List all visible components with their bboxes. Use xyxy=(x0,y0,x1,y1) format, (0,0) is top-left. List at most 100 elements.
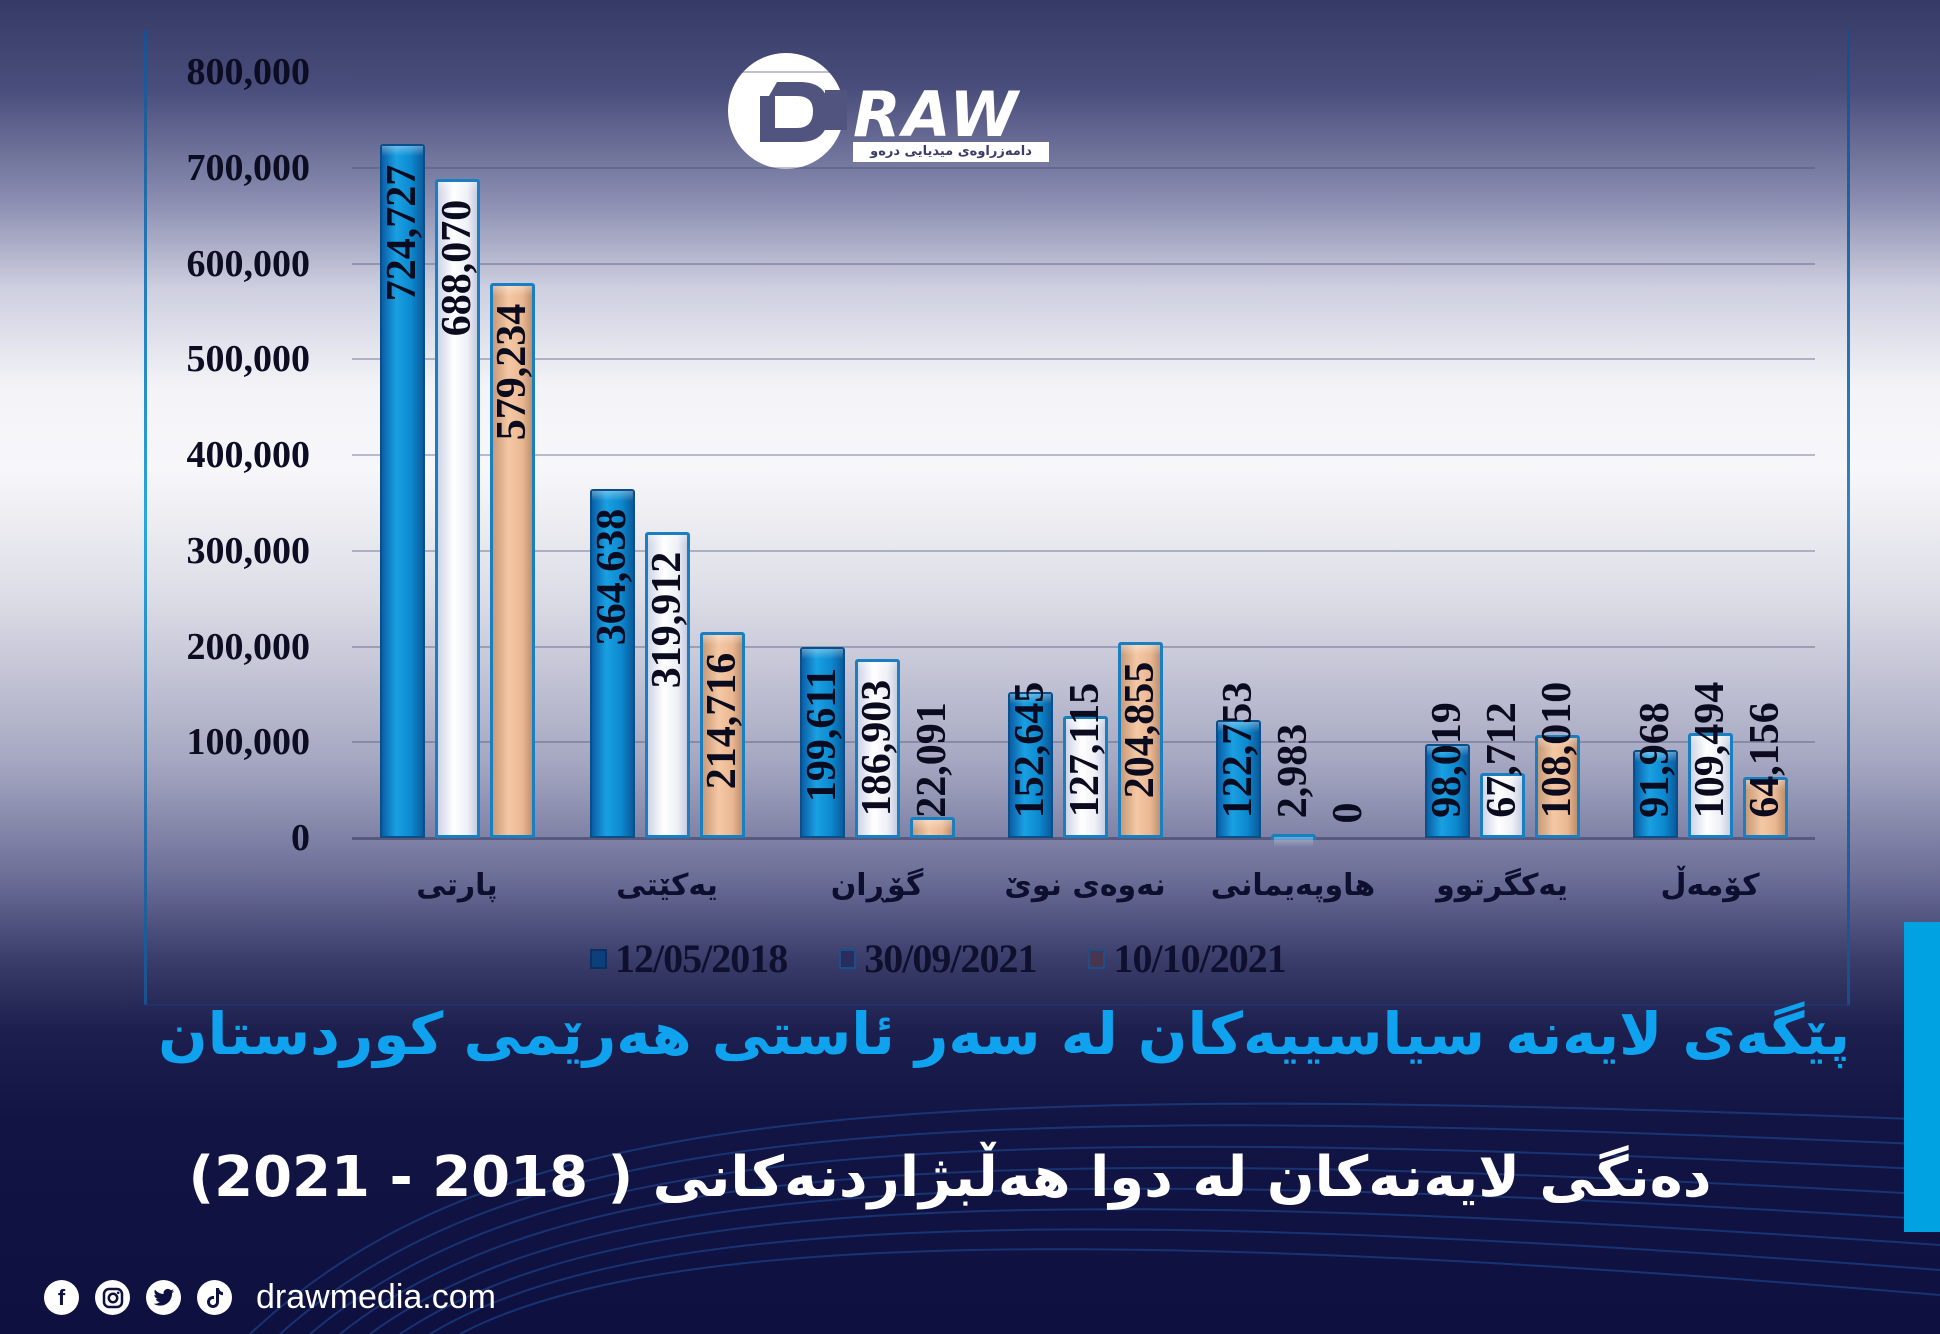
bar-highlight xyxy=(1273,837,1313,847)
data-label: 186,903 xyxy=(854,679,900,816)
data-label: 579,234 xyxy=(489,303,535,441)
legend-item-2018: 12/05/2018 xyxy=(590,935,788,982)
data-label: 127,115 xyxy=(1062,682,1108,817)
accent-bar xyxy=(1904,922,1940,1232)
bar-highlight xyxy=(1065,719,1105,730)
bar xyxy=(379,144,425,838)
bar xyxy=(489,283,535,838)
bar-highlight xyxy=(1426,746,1468,757)
bar-highlight xyxy=(437,182,477,193)
bar-highlight xyxy=(912,819,952,830)
draw-logo: RAW دامەزراوەی میدیایی درەو xyxy=(725,50,1065,180)
x-axis-category-label: یەکێتی xyxy=(616,868,718,903)
data-label: 67,712 xyxy=(1479,702,1525,818)
bar xyxy=(1687,733,1733,838)
bar-highlight xyxy=(1537,737,1577,748)
data-label: 0 xyxy=(1325,802,1371,823)
bar xyxy=(1270,834,1316,847)
y-axis-tick-label: 800,000 xyxy=(186,51,311,93)
data-label: 22,091 xyxy=(909,702,955,818)
footer: f drawmedia.com xyxy=(44,1278,496,1317)
bar-highlight xyxy=(647,534,687,545)
bar-highlight xyxy=(591,490,633,501)
bar-highlight xyxy=(1009,693,1051,704)
legend-label: 12/05/2018 xyxy=(615,936,788,981)
bar xyxy=(699,632,745,838)
data-label: 109,494 xyxy=(1687,681,1733,818)
y-axis-tick-label: 200,000 xyxy=(186,625,311,668)
logo-tagline: دامەزراوەی میدیایی درەو xyxy=(853,142,1049,162)
bar-highlight xyxy=(1690,736,1730,747)
bar-highlight xyxy=(1217,722,1259,733)
draw-d-icon xyxy=(728,53,847,169)
gridline xyxy=(352,645,1815,648)
decorative-waves xyxy=(249,1102,1940,1334)
data-label: 199,611 xyxy=(799,668,845,803)
x-axis-category-label: پارتی xyxy=(416,868,498,903)
gridline xyxy=(352,166,1815,169)
bar xyxy=(1479,773,1525,838)
x-axis-category-label: یەکگرتوو xyxy=(1436,868,1568,903)
chart-frame-left xyxy=(144,30,147,1005)
data-label: 108,010 xyxy=(1534,681,1580,818)
x-axis-category-label: کۆمەڵ xyxy=(1660,868,1760,903)
gridline xyxy=(352,454,1815,456)
legend-swatch-white xyxy=(839,948,857,969)
bar xyxy=(854,659,900,838)
bar xyxy=(1215,720,1261,838)
chart-title: پێگەی لایەنە سیاسییەکان لە سەر ئاستی هەر… xyxy=(158,1000,1850,1068)
data-label: 122,753 xyxy=(1215,681,1261,818)
bar xyxy=(1632,749,1678,838)
bar xyxy=(1062,716,1108,838)
gridline xyxy=(352,71,1815,73)
legend-item-2021-oct: 10/10/2021 xyxy=(1088,935,1287,982)
y-axis-tick-label: 400,000 xyxy=(186,434,311,476)
bar-highlight xyxy=(857,662,897,673)
data-label: 91,968 xyxy=(1632,702,1678,818)
tiktok-icon[interactable] xyxy=(197,1280,232,1315)
data-label: 688,070 xyxy=(434,199,480,336)
facebook-icon[interactable]: f xyxy=(44,1280,79,1315)
y-axis-tick-label: 300,000 xyxy=(186,529,311,572)
chart-subtitle: دەنگی لایەنەکان لە دوا هەڵبژاردنەکانی ( … xyxy=(188,1145,1712,1210)
bar xyxy=(1424,744,1470,838)
gridline xyxy=(352,358,1815,361)
y-axis-tick-label: 600,000 xyxy=(186,242,311,285)
bar-highlight xyxy=(801,648,843,659)
x-axis-category-label: نەوەی نوێ xyxy=(1004,868,1166,903)
data-label: 152,645 xyxy=(1007,681,1053,818)
y-axis-tick-label: 500,000 xyxy=(186,338,311,381)
bar xyxy=(1007,691,1053,838)
legend-label: 30/09/2021 xyxy=(864,936,1037,981)
data-label: 64,156 xyxy=(1742,702,1788,818)
data-label: 204,855 xyxy=(1117,662,1163,799)
bar-highlight xyxy=(492,286,532,297)
y-axis-tick-label: 700,000 xyxy=(186,146,311,189)
x-axis-line xyxy=(352,837,1815,840)
bar xyxy=(909,816,955,838)
logo-wordmark: RAW xyxy=(853,78,1020,151)
chart-legend: 12/05/2018 30/09/2021 10/10/2021 xyxy=(590,935,1287,982)
bar xyxy=(1742,776,1788,838)
bar-highlight xyxy=(1745,779,1785,790)
y-axis-tick-label: 0 xyxy=(291,817,310,859)
legend-item-2021-sep: 30/09/2021 xyxy=(839,935,1037,982)
bar-highlight xyxy=(1634,751,1676,762)
chart-frame-right xyxy=(1847,28,1850,1006)
bar xyxy=(1117,641,1163,838)
data-label: 364,638 xyxy=(589,509,635,646)
bar-highlight xyxy=(381,146,423,157)
instagram-icon[interactable] xyxy=(95,1280,130,1315)
legend-swatch-peach xyxy=(1088,948,1106,969)
x-axis-category-label: هاوپەیمانی xyxy=(1210,868,1376,903)
website-link[interactable]: drawmedia.com xyxy=(256,1278,496,1316)
twitter-icon[interactable] xyxy=(146,1280,181,1315)
bar xyxy=(434,179,480,838)
data-label: 2,983 xyxy=(1270,723,1316,818)
chart-frame-bottom xyxy=(144,1004,1850,1006)
data-label: 214,716 xyxy=(699,652,745,790)
bar-highlight xyxy=(1482,776,1522,787)
bar xyxy=(1534,734,1580,838)
data-label: 98,019 xyxy=(1424,702,1470,818)
gridline xyxy=(352,262,1815,265)
